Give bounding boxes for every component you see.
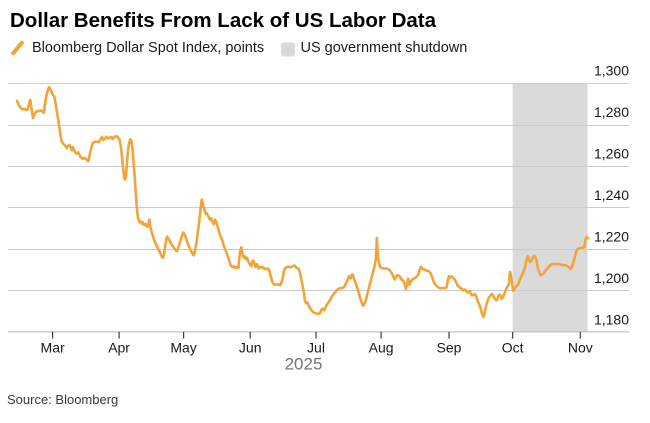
- svg-text:1,280: 1,280: [594, 104, 629, 120]
- svg-text:1,180: 1,180: [594, 311, 629, 327]
- svg-text:May: May: [170, 339, 196, 355]
- svg-text:1,240: 1,240: [594, 187, 629, 203]
- svg-text:1,260: 1,260: [594, 146, 629, 162]
- svg-text:Nov: Nov: [568, 339, 593, 355]
- svg-text:Apr: Apr: [108, 339, 130, 355]
- svg-text:Oct: Oct: [502, 339, 524, 355]
- svg-text:Mar: Mar: [41, 339, 65, 355]
- svg-text:1,220: 1,220: [594, 228, 629, 244]
- svg-text:Jun: Jun: [239, 339, 262, 355]
- svg-text:Sep: Sep: [437, 339, 462, 355]
- svg-text:Aug: Aug: [369, 339, 394, 355]
- svg-text:Jul: Jul: [307, 339, 325, 355]
- svg-text:1,300: 1,300: [594, 63, 629, 79]
- svg-text:1,200: 1,200: [594, 270, 629, 286]
- svg-text:2025: 2025: [285, 354, 323, 373]
